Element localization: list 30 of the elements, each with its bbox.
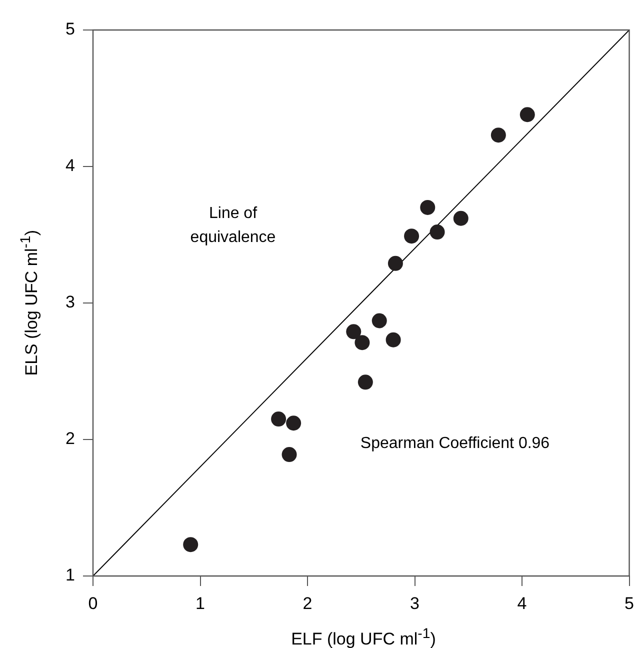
point — [520, 107, 535, 122]
point — [354, 335, 370, 350]
x-tick-label: 3 — [410, 594, 420, 613]
point — [271, 412, 286, 427]
x-tick-label: 4 — [517, 594, 527, 613]
point — [490, 128, 506, 143]
x-tick-label: 5 — [624, 594, 634, 613]
point — [372, 313, 387, 328]
point — [183, 537, 198, 552]
point — [404, 228, 420, 244]
point — [346, 324, 362, 340]
point — [430, 224, 445, 240]
y-tick-label: 5 — [66, 20, 75, 39]
point — [386, 332, 401, 348]
point — [282, 447, 297, 462]
x-tick-label: 2 — [302, 594, 312, 613]
point — [420, 200, 436, 215]
y-tick-label: 3 — [66, 292, 75, 312]
x-axis-title: ELF (log UFC ml$^{-1}$) — [290, 626, 437, 648]
y-tick-label: 4 — [66, 156, 75, 176]
y-tick-label: 2 — [66, 429, 75, 448]
point — [453, 210, 468, 226]
x-tick-label: 0 — [88, 594, 98, 613]
point — [286, 416, 302, 431]
point — [358, 374, 373, 390]
annotation: Line of equivalence — [190, 205, 276, 246]
annotation: Spearman Coefficient 0.96 — [360, 435, 550, 452]
x-tick-label: 1 — [196, 594, 205, 613]
point — [388, 256, 403, 271]
y-tick-label: 1 — [66, 566, 75, 585]
